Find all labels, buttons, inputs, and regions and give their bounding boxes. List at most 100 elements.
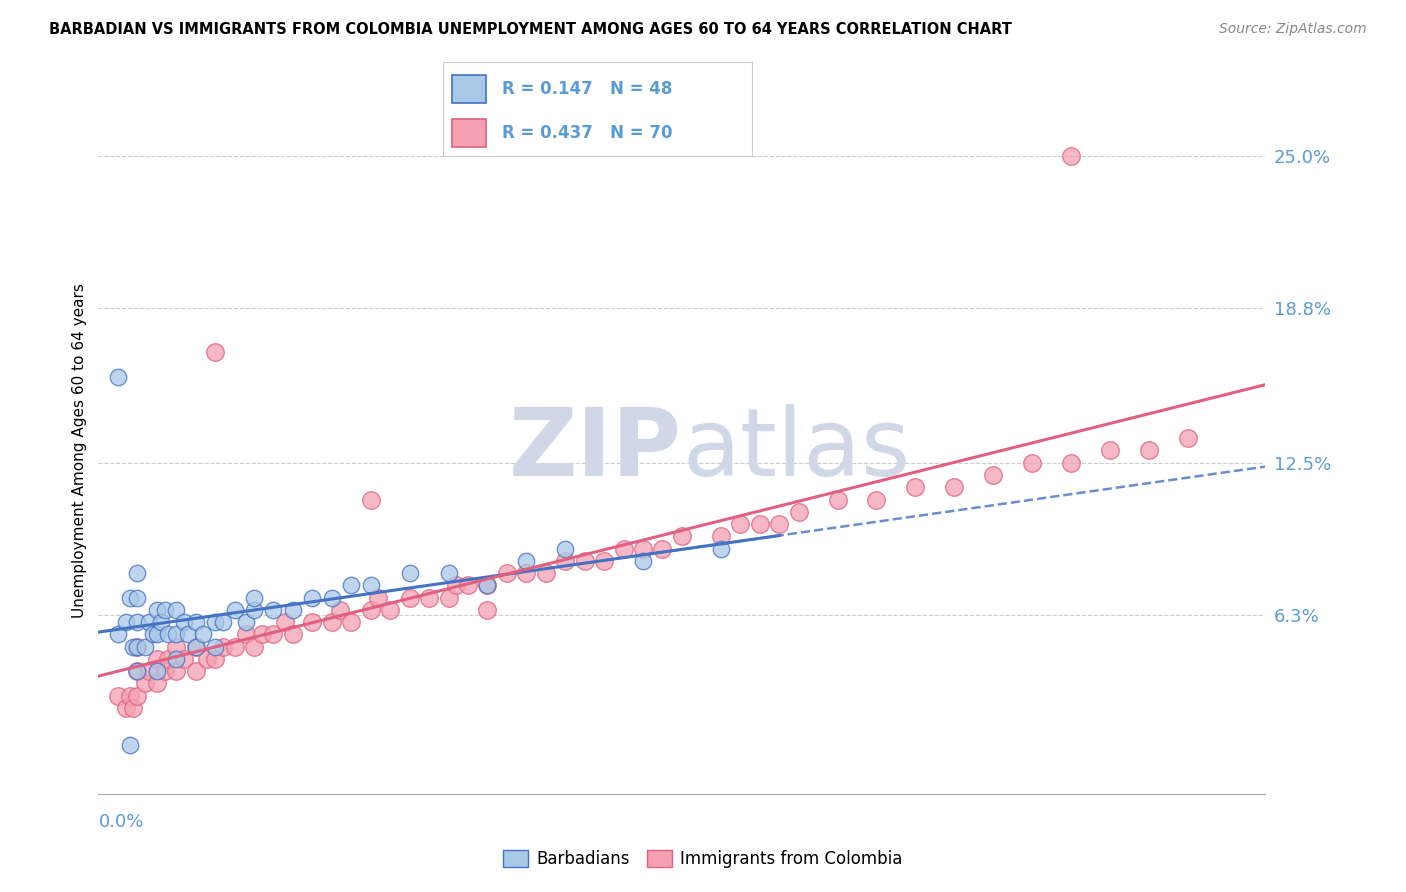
FancyBboxPatch shape bbox=[453, 75, 486, 103]
Point bbox=[748, 516, 770, 531]
Point bbox=[321, 615, 343, 630]
Point bbox=[127, 640, 149, 654]
Point bbox=[340, 578, 363, 592]
Point bbox=[184, 640, 207, 654]
Point bbox=[146, 603, 169, 617]
Point bbox=[184, 664, 207, 678]
Point bbox=[107, 689, 129, 703]
Point bbox=[165, 664, 187, 678]
Point bbox=[184, 615, 207, 630]
Point bbox=[157, 627, 180, 641]
Point bbox=[146, 627, 169, 641]
Point bbox=[360, 603, 382, 617]
Point bbox=[1098, 443, 1121, 458]
Point bbox=[1137, 443, 1160, 458]
Point bbox=[146, 652, 169, 666]
Point bbox=[212, 615, 235, 630]
Y-axis label: Unemployment Among Ages 60 to 64 years: Unemployment Among Ages 60 to 64 years bbox=[72, 283, 87, 618]
Point bbox=[127, 689, 149, 703]
Point bbox=[477, 578, 499, 592]
Point bbox=[153, 664, 176, 678]
Point bbox=[204, 640, 226, 654]
Point bbox=[134, 676, 156, 690]
Point bbox=[235, 615, 257, 630]
Point bbox=[173, 615, 195, 630]
Point bbox=[165, 652, 187, 666]
Point bbox=[554, 541, 576, 556]
Point bbox=[122, 701, 145, 715]
Point bbox=[138, 615, 160, 630]
Point bbox=[243, 591, 266, 605]
Point bbox=[118, 738, 141, 752]
Point bbox=[204, 345, 226, 359]
Point bbox=[398, 591, 420, 605]
Point bbox=[477, 603, 499, 617]
Point bbox=[193, 627, 215, 641]
Point bbox=[281, 627, 304, 641]
Point bbox=[204, 615, 226, 630]
Point bbox=[360, 492, 382, 507]
Point bbox=[651, 541, 673, 556]
Point bbox=[437, 591, 460, 605]
Point bbox=[153, 603, 176, 617]
Point bbox=[1021, 456, 1043, 470]
Point bbox=[118, 591, 141, 605]
Point bbox=[281, 603, 304, 617]
Point bbox=[367, 591, 389, 605]
Point bbox=[1177, 431, 1199, 445]
Text: Source: ZipAtlas.com: Source: ZipAtlas.com bbox=[1219, 22, 1367, 37]
Text: atlas: atlas bbox=[682, 404, 910, 497]
Point bbox=[515, 554, 537, 568]
Point bbox=[515, 566, 537, 581]
Point bbox=[127, 566, 149, 581]
Point bbox=[107, 627, 129, 641]
Point bbox=[127, 640, 149, 654]
Point bbox=[301, 591, 323, 605]
Point bbox=[165, 640, 187, 654]
Point bbox=[418, 591, 440, 605]
Point bbox=[149, 615, 172, 630]
Point bbox=[274, 615, 297, 630]
Point bbox=[127, 664, 149, 678]
Point bbox=[262, 627, 284, 641]
Point bbox=[981, 467, 1004, 482]
Point bbox=[631, 554, 654, 568]
Point bbox=[446, 578, 468, 592]
Point bbox=[243, 640, 266, 654]
Point bbox=[321, 591, 343, 605]
Point bbox=[243, 603, 266, 617]
Point bbox=[730, 516, 752, 531]
Point bbox=[1060, 456, 1083, 470]
Point bbox=[329, 603, 352, 617]
Point bbox=[554, 554, 576, 568]
Point bbox=[495, 566, 517, 581]
Point bbox=[593, 554, 616, 568]
Point bbox=[671, 529, 693, 543]
Point bbox=[710, 541, 733, 556]
Point bbox=[127, 664, 149, 678]
Point bbox=[1060, 149, 1083, 163]
Point bbox=[127, 615, 149, 630]
Text: R = 0.437   N = 70: R = 0.437 N = 70 bbox=[502, 124, 672, 142]
Point bbox=[534, 566, 557, 581]
Point bbox=[107, 369, 129, 384]
Point bbox=[943, 480, 966, 494]
Text: R = 0.147   N = 48: R = 0.147 N = 48 bbox=[502, 79, 672, 97]
Point bbox=[613, 541, 636, 556]
Point bbox=[457, 578, 479, 592]
FancyBboxPatch shape bbox=[453, 119, 486, 147]
Point bbox=[360, 578, 382, 592]
Point bbox=[398, 566, 420, 581]
Point bbox=[787, 505, 810, 519]
Point bbox=[768, 516, 790, 531]
Legend: Barbadians, Immigrants from Colombia: Barbadians, Immigrants from Colombia bbox=[496, 843, 910, 875]
Point bbox=[195, 652, 218, 666]
Text: ZIP: ZIP bbox=[509, 404, 682, 497]
Point bbox=[865, 492, 887, 507]
Point bbox=[122, 640, 145, 654]
Point bbox=[710, 529, 733, 543]
Point bbox=[157, 652, 180, 666]
Point bbox=[437, 566, 460, 581]
Point bbox=[574, 554, 596, 568]
Text: 0.0%: 0.0% bbox=[98, 814, 143, 831]
